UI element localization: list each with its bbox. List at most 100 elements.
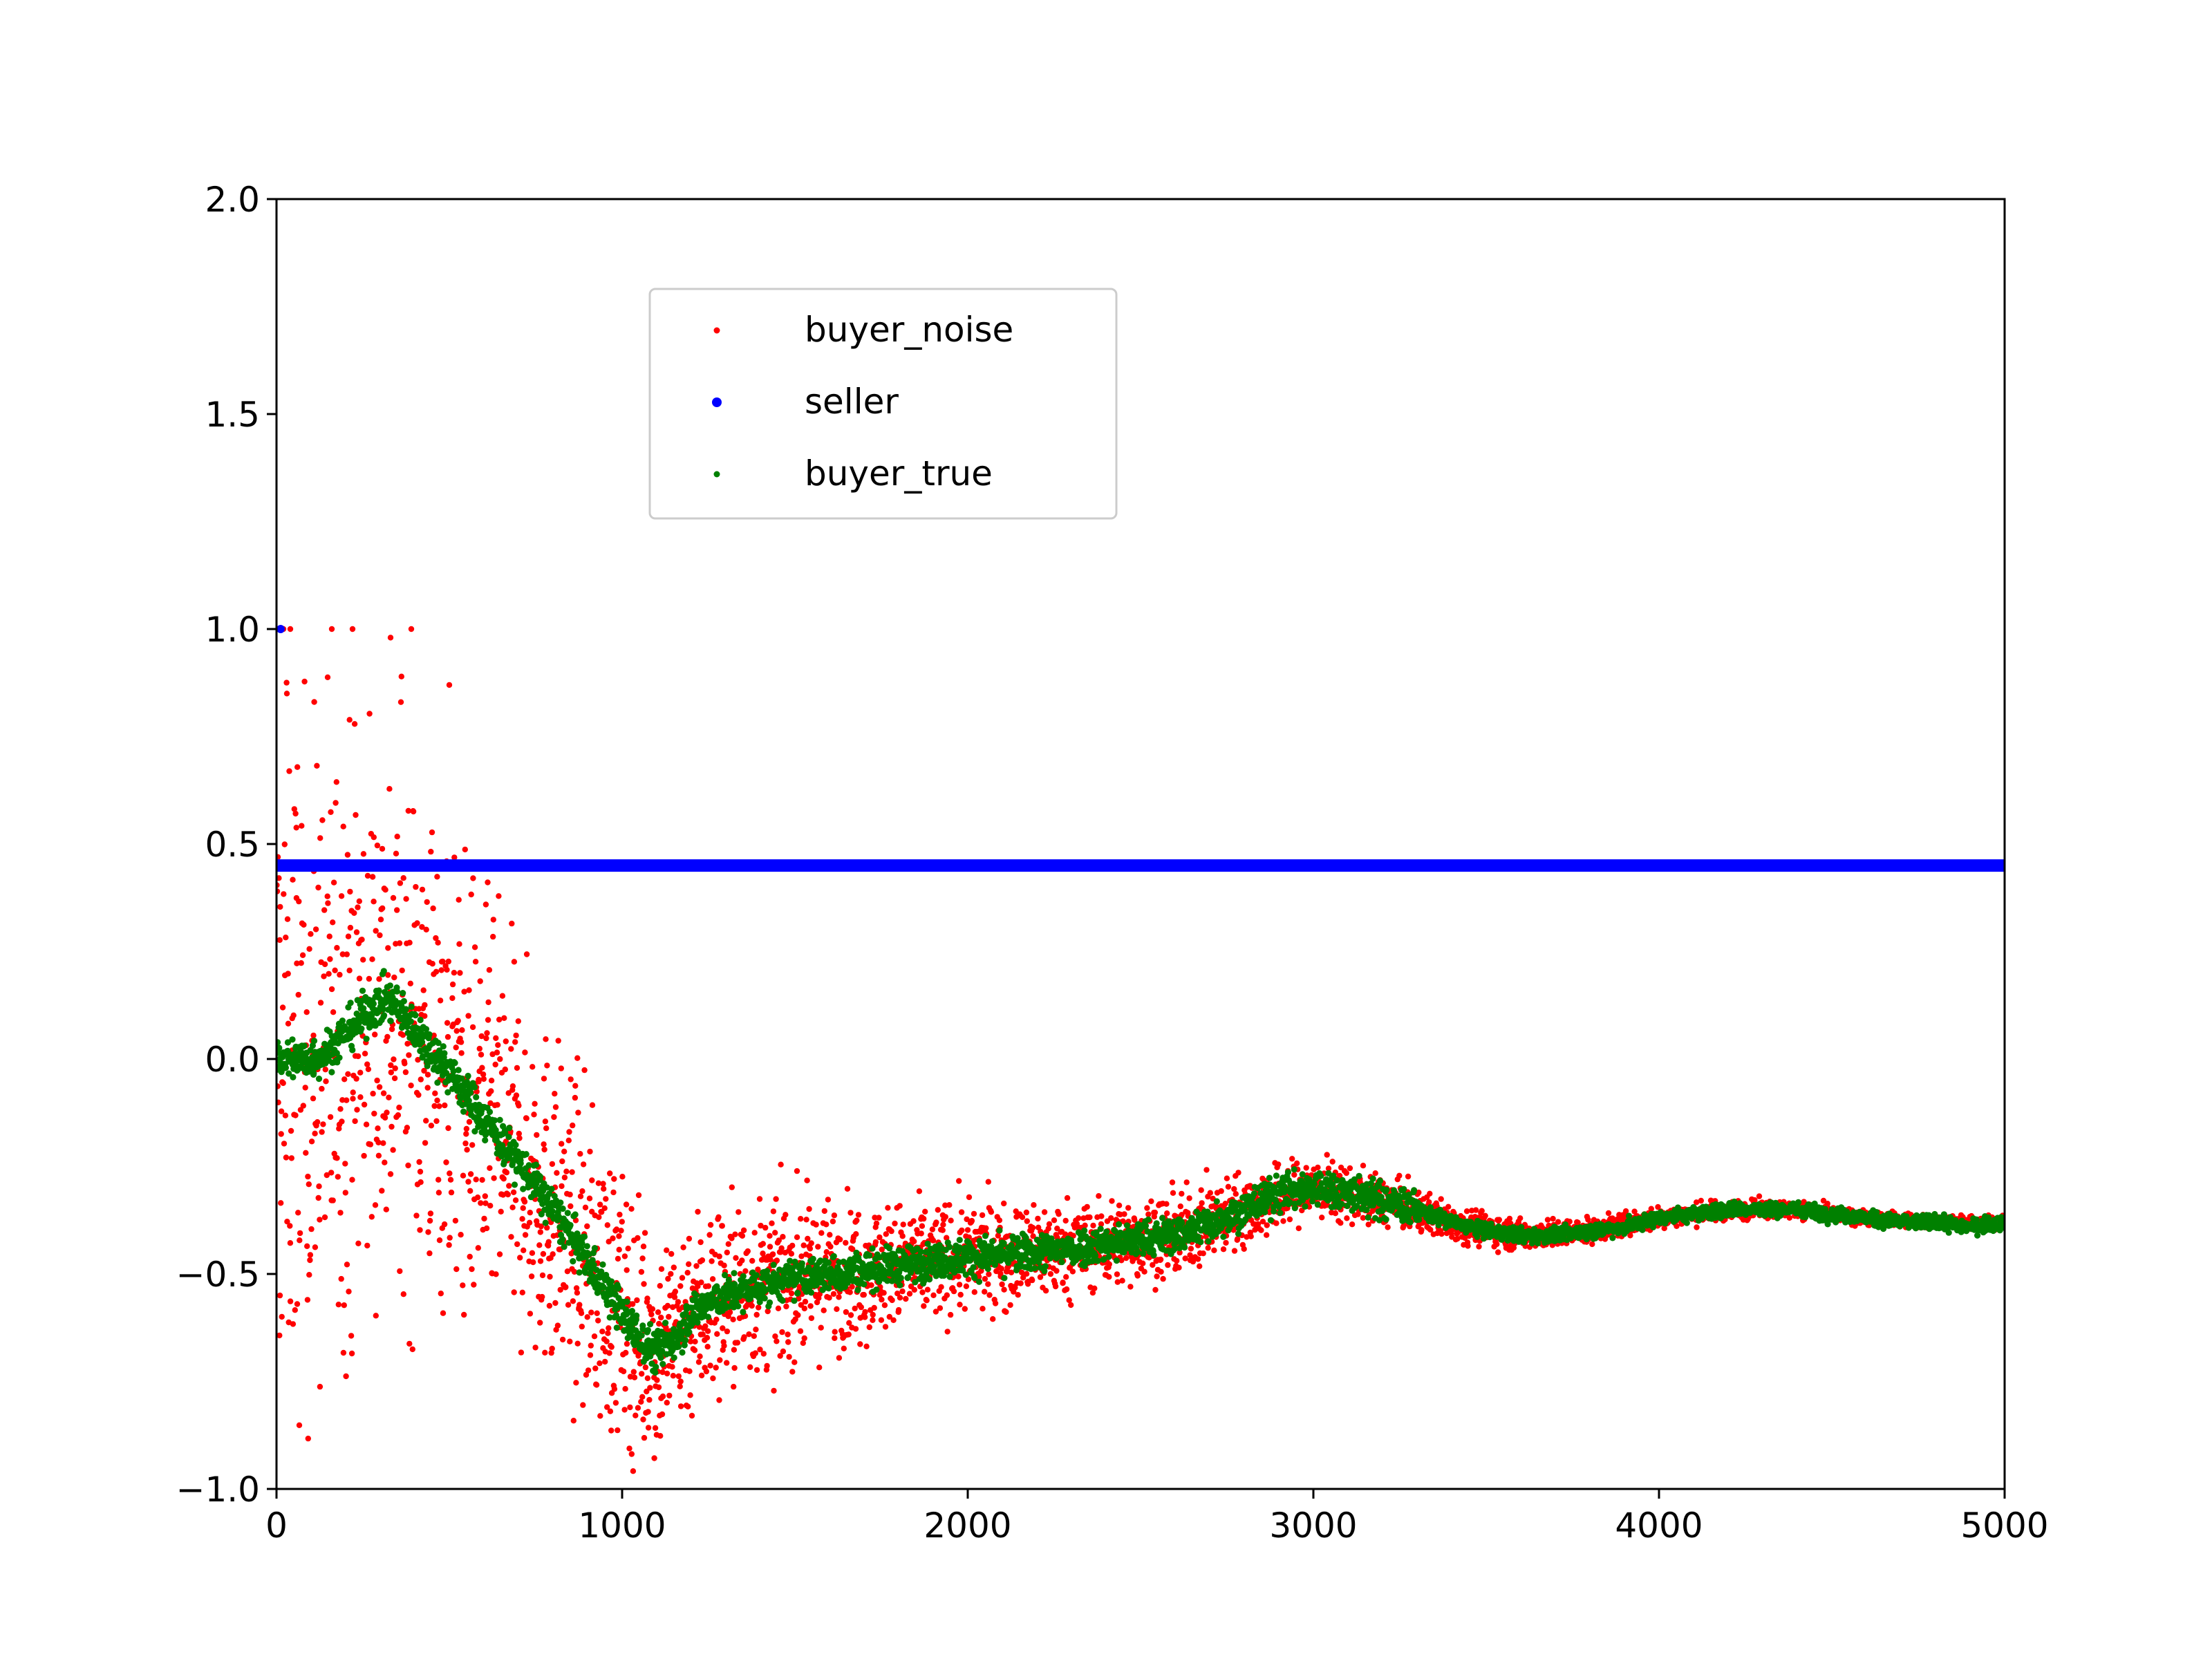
buyer-noise-point (857, 1341, 863, 1347)
buyer-noise-point (699, 1257, 706, 1264)
buyer-noise-point (944, 1329, 950, 1335)
buyer-true-point (662, 1320, 669, 1327)
buyer-noise-point (276, 854, 281, 860)
buyer-noise-point (594, 1310, 600, 1317)
buyer-noise-point (595, 1180, 602, 1186)
buyer-noise-point (438, 967, 444, 973)
buyer-noise-point (330, 919, 336, 926)
buyer-noise-point (1008, 1269, 1015, 1276)
buyer-noise-point (1116, 1202, 1123, 1209)
buyer-noise-point (303, 1150, 309, 1156)
buyer-noise-point (645, 1409, 651, 1415)
buyer-noise-point (296, 1422, 303, 1428)
buyer-noise-point (363, 1121, 370, 1127)
buyer-noise-point (601, 1205, 608, 1212)
buyer-noise-point (834, 1306, 840, 1313)
buyer-noise-point (485, 999, 491, 1006)
buyer-noise-point (443, 1159, 449, 1165)
buyer-noise-point (959, 1227, 965, 1234)
buyer-noise-point (1051, 1217, 1058, 1224)
buyer-noise-point (599, 1209, 605, 1215)
buyer-noise-point (692, 1338, 698, 1345)
buyer-noise-point (641, 1281, 647, 1287)
buyer-true-point (525, 1162, 532, 1169)
buyer-noise-point (408, 1082, 414, 1089)
buyer-noise-point (610, 1189, 617, 1196)
buyer-noise-point (342, 1161, 348, 1167)
buyer-noise-point (441, 1221, 448, 1228)
buyer-noise-point (380, 1090, 387, 1096)
buyer-noise-point (276, 1099, 281, 1105)
buyer-true-point (559, 1205, 566, 1212)
buyer-noise-point (344, 1097, 350, 1103)
buyer-noise-point (1179, 1212, 1185, 1218)
buyer-noise-point (1007, 1302, 1013, 1309)
buyer-noise-point (1031, 1202, 1037, 1208)
buyer-noise-point (574, 1340, 581, 1347)
buyer-noise-point (855, 1212, 862, 1218)
buyer-noise-point (321, 961, 328, 968)
buyer-noise-point (767, 1256, 774, 1263)
buyer-noise-point (578, 1310, 585, 1316)
buyer-noise-point (278, 1108, 285, 1114)
buyer-noise-point (1566, 1219, 1573, 1225)
buyer-noise-point (384, 1109, 390, 1116)
buyer-noise-point (328, 1170, 335, 1176)
buyer-noise-point (1150, 1262, 1156, 1268)
buyer-noise-point (542, 1349, 548, 1356)
buyer-noise-point (1203, 1167, 1210, 1173)
buyer-noise-point (400, 1032, 406, 1038)
buyer-noise-point (1164, 1210, 1170, 1217)
buyer-noise-point (611, 1386, 618, 1392)
buyer-noise-point (419, 924, 425, 930)
buyer-noise-point (463, 1125, 470, 1132)
buyer-noise-point (577, 1193, 584, 1199)
buyer-noise-point (317, 1000, 324, 1006)
buyer-true-point (591, 1245, 599, 1252)
buyer-noise-point (547, 1273, 553, 1280)
buyer-true-point (561, 1244, 568, 1250)
buyer-noise-point (789, 1242, 796, 1249)
buyer-noise-point (529, 1250, 536, 1256)
buyer-noise-point (613, 1226, 620, 1232)
buyer-noise-point (317, 835, 324, 841)
buyer-noise-point (338, 893, 345, 899)
buyer-noise-point (800, 1242, 807, 1248)
buyer-noise-point (371, 834, 377, 841)
buyer-noise-point (823, 1221, 830, 1228)
buyer-true-point (638, 1332, 645, 1339)
buyer-noise-point (532, 1344, 538, 1351)
buyer-noise-point (420, 987, 427, 993)
buyer-true-point (657, 1354, 664, 1361)
buyer-noise-point (1203, 1233, 1209, 1240)
buyer-noise-point (1324, 1152, 1330, 1158)
buyer-true-point (301, 1042, 308, 1049)
buyer-noise-point (786, 1353, 792, 1360)
buyer-noise-point (1174, 1257, 1180, 1264)
buyer-noise-point (769, 1220, 775, 1226)
buyer-noise-point (281, 891, 287, 897)
buyer-noise-point (285, 971, 291, 977)
buyer-noise-point (885, 1205, 891, 1211)
buyer-noise-point (1063, 1286, 1070, 1293)
buyer-noise-point (940, 1221, 946, 1228)
buyer-noise-point (482, 901, 489, 908)
buyer-noise-point (607, 1170, 613, 1177)
buyer-true-point (579, 1239, 585, 1247)
buyer-noise-point (424, 1085, 431, 1091)
buyer-noise-point (546, 1302, 553, 1309)
buyer-noise-point (345, 933, 352, 939)
buyer-true-point (600, 1284, 607, 1291)
buyer-noise-point (664, 1370, 671, 1377)
buyer-noise-point (589, 1102, 596, 1108)
buyer-noise-point (604, 1222, 610, 1228)
buyer-noise-point (1674, 1223, 1680, 1230)
buyer-noise-point (627, 1404, 633, 1411)
buyer-noise-point (418, 1179, 424, 1185)
buyer-true-point (512, 1141, 519, 1148)
buyer-noise-point (574, 1290, 581, 1296)
buyer-noise-point (308, 931, 314, 937)
buyer-noise-point (501, 1015, 507, 1022)
buyer-noise-point (1068, 1302, 1074, 1309)
buyer-noise-point (1443, 1230, 1450, 1237)
